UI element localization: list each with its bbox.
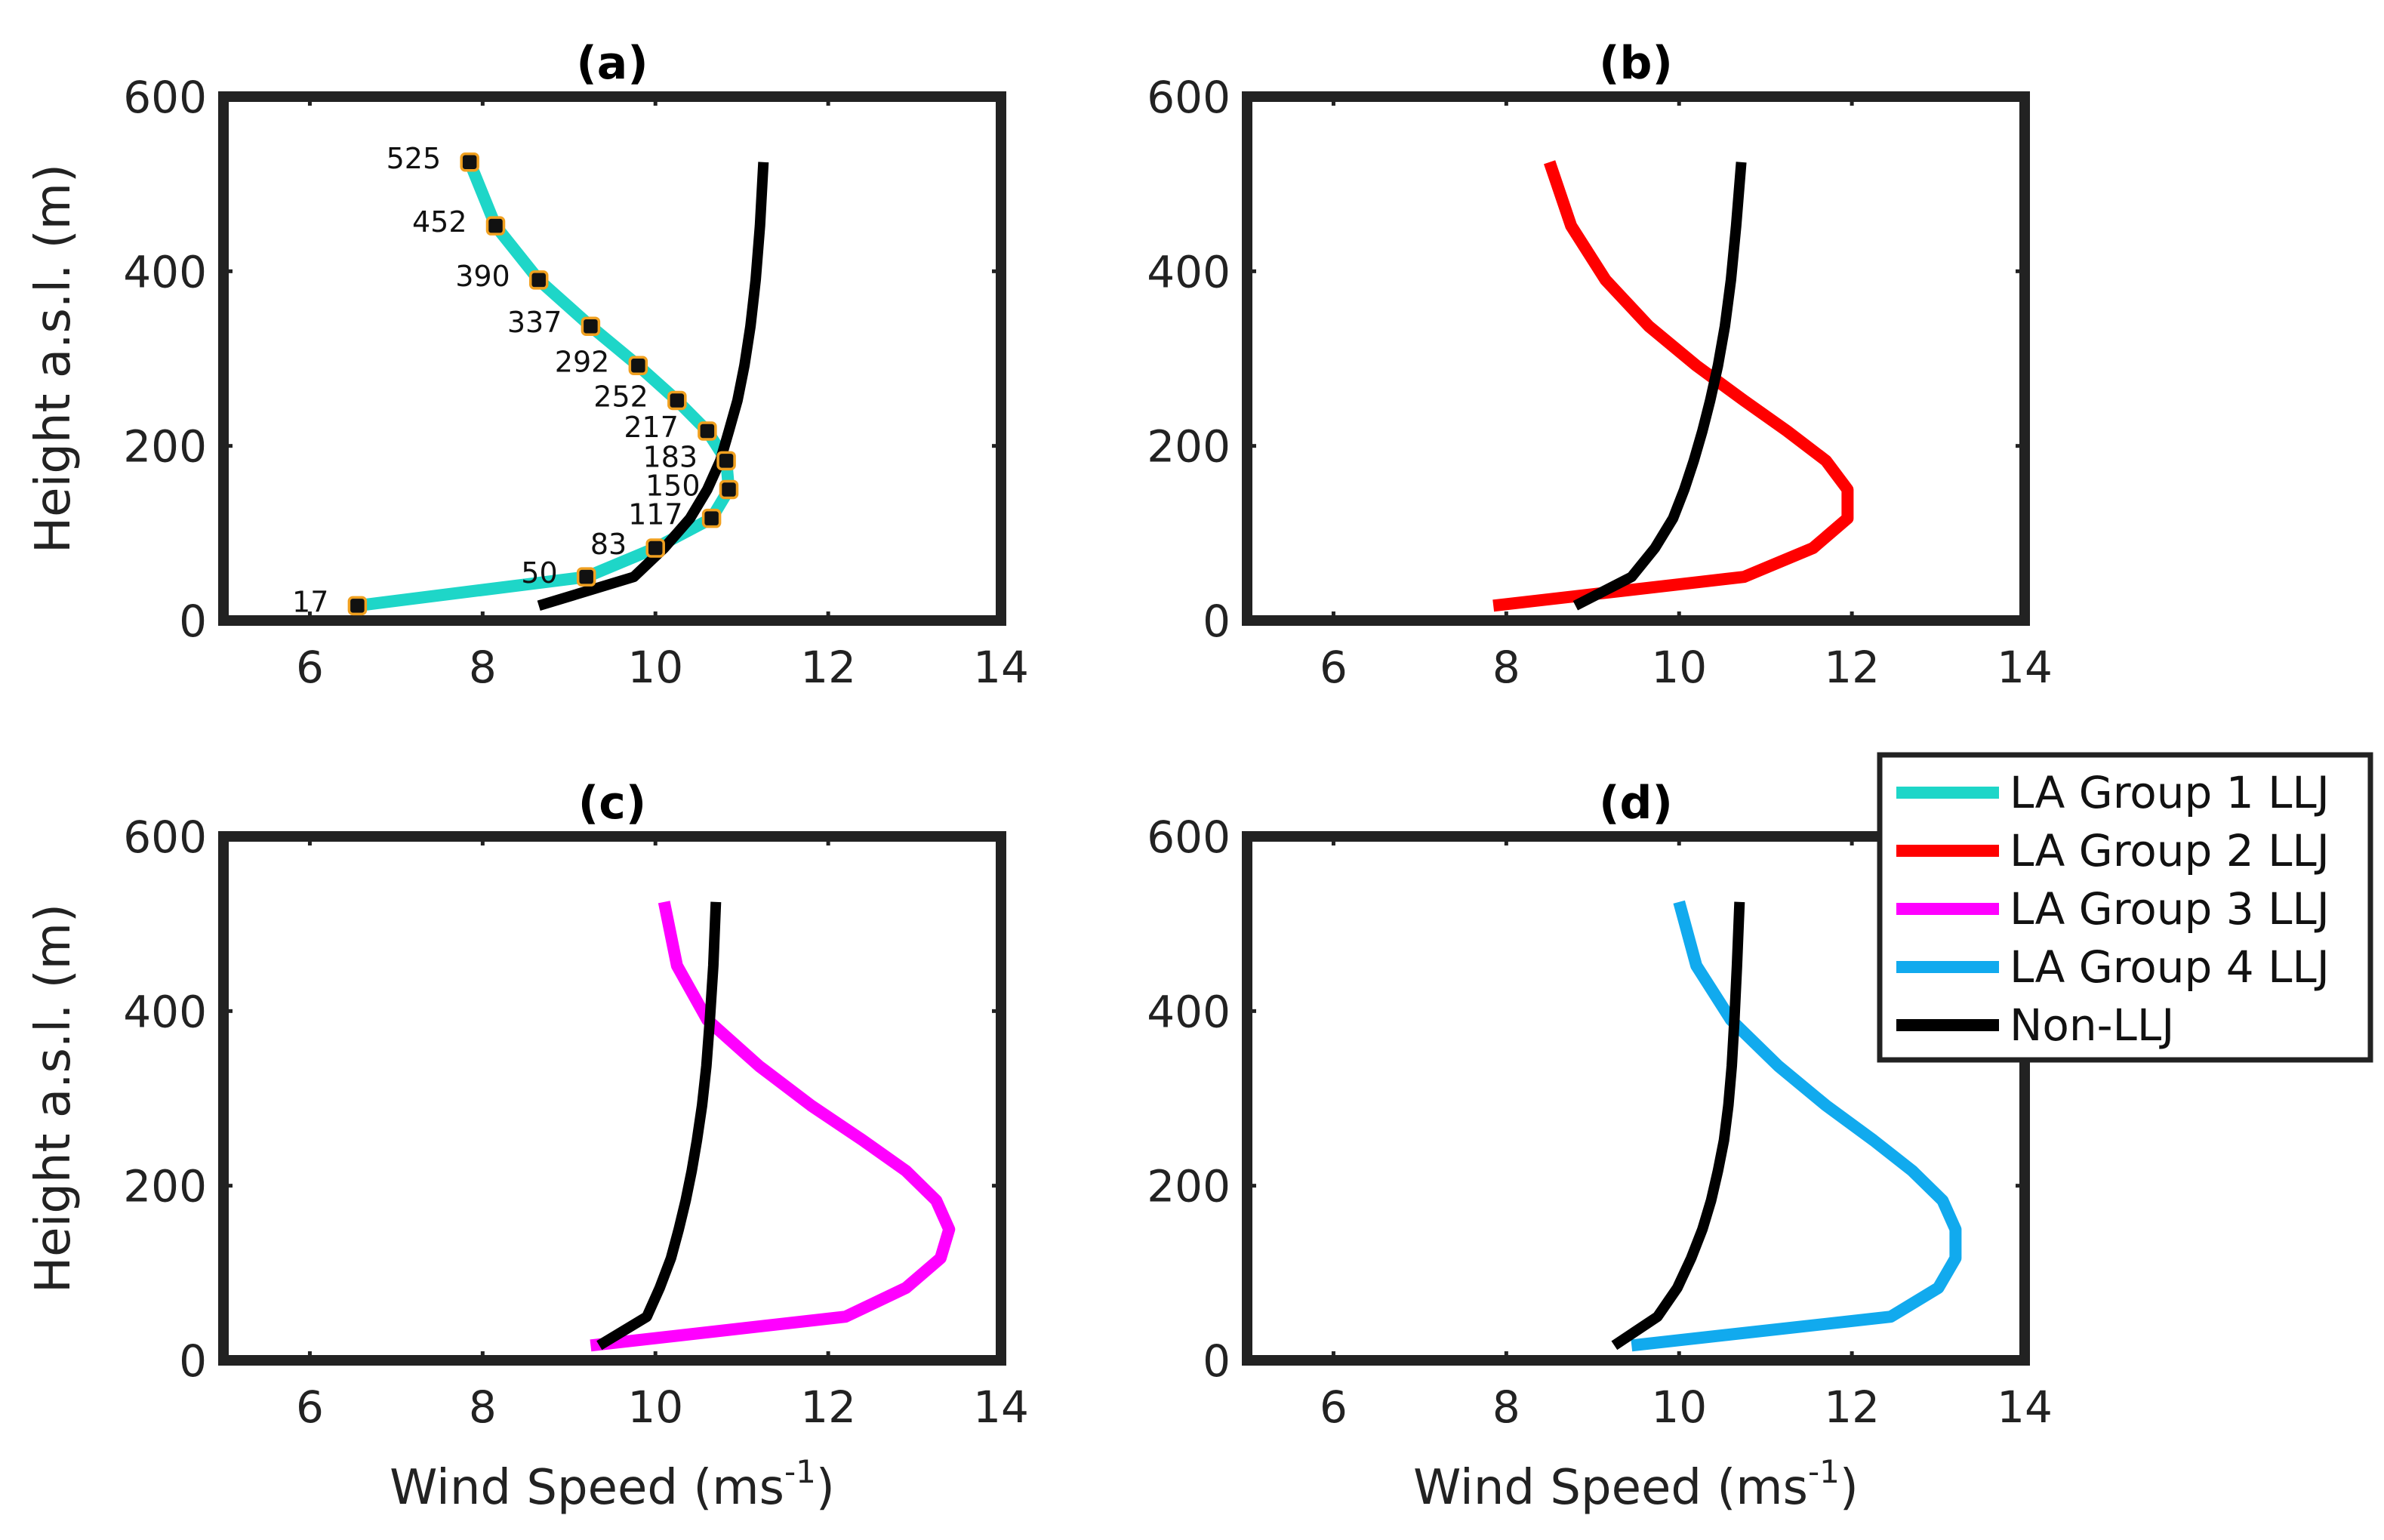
panel-c-title: (c)	[578, 777, 646, 830]
panel-b-axes-frame	[1242, 91, 2030, 626]
panel-c-ylabel: Height a.s.l. (m)	[26, 904, 82, 1293]
panel-d-ytick-label: 400	[1147, 986, 1231, 1037]
panel-d-ytick-label: 200	[1147, 1161, 1231, 1212]
panel-d-ytick-label: 0	[1203, 1335, 1231, 1387]
panel-d-xtick-label: 10	[1651, 1381, 1707, 1433]
panel-c-ytick-label: 200	[123, 1161, 207, 1212]
panel-a-point-marker	[628, 356, 648, 376]
panel-a-xtick-label: 12	[800, 642, 856, 693]
legend-entry-label: LA Group 2 LLJ	[2010, 825, 2330, 876]
legend-entry-label: LA Group 4 LLJ	[2010, 941, 2330, 993]
panel-c-ytick-label: 600	[123, 812, 207, 863]
legend-entry-label: LA Group 1 LLJ	[2010, 767, 2330, 818]
panel-a-height-label: 252	[593, 380, 648, 414]
panel-a-point-marker	[576, 567, 596, 587]
panel-a-height-label: 17	[292, 585, 328, 618]
panel-d-xtick-label: 6	[1320, 1381, 1348, 1433]
panel-d-xtick-label: 14	[1997, 1381, 2053, 1433]
panel-a-ylabel: Height a.s.l. (m)	[26, 164, 82, 553]
panel-a: 6 8 10 12 14 0 200 400 600 (a) Height a.s.l. (m) 17…	[26, 37, 1029, 693]
panel-b-xtick-label: 12	[1824, 642, 1880, 693]
panel-a-point-marker	[719, 479, 739, 500]
panel-c-non-llj-line	[596, 901, 722, 1351]
panel-a-point-marker	[701, 508, 722, 528]
panel-b-xtick-label: 8	[1492, 642, 1520, 693]
panel-b-ytick-label: 600	[1147, 72, 1231, 123]
panel-d-xlabel: Wind Speed (ms-1)	[1413, 1453, 1859, 1516]
panel-a-height-label: 390	[455, 260, 510, 293]
xlabel-superscript: -1	[784, 1453, 816, 1490]
panel-a-xtick-label: 6	[296, 642, 324, 693]
xlabel-close: )	[816, 1460, 835, 1516]
panel-c-xtick-label: 10	[627, 1381, 683, 1433]
panel-d-axes-frame	[1242, 831, 2030, 1366]
panel-c-ytick-label: 0	[179, 1335, 207, 1387]
panel-a-height-label: 525	[387, 142, 442, 175]
panel-a-point-marker	[698, 421, 717, 441]
legend: LA Group 1 LLJ LA Group 2 LLJ LA Group 3 L…	[1877, 752, 2373, 1063]
panel-d-xtick-label: 8	[1492, 1381, 1520, 1433]
xlabel-main: Wind Speed (ms	[390, 1460, 784, 1516]
panel-c-axes-frame	[218, 831, 1006, 1366]
xlabel-main: Wind Speed (ms	[1413, 1460, 1808, 1516]
panel-a-ytick-label: 200	[123, 421, 207, 473]
panel-b-xtick-label: 10	[1651, 642, 1707, 693]
panel-a-point-marker	[528, 270, 549, 290]
panel-c: 6 8 10 12 14 0 200 400 600 (c) Height a.s.l. (m) Wi…	[26, 777, 1029, 1516]
panel-c-ytick-label: 400	[123, 986, 207, 1037]
panel-c-xtick-label: 14	[973, 1381, 1029, 1433]
panel-b-series-line	[1492, 160, 1854, 612]
panel-a-height-label: 292	[555, 345, 610, 378]
panel-a-height-label: 337	[507, 306, 562, 339]
panel-b-ytick-label: 400	[1147, 246, 1231, 297]
panel-a-ytick-label: 0	[179, 596, 207, 647]
panel-b-ytick-label: 0	[1203, 596, 1231, 647]
panel-b: 6 8 10 12 14 0 200 400 600 (b)	[1147, 37, 2053, 693]
panel-b-ytick-label: 200	[1147, 421, 1231, 473]
panel-a-xtick-label: 14	[973, 642, 1029, 693]
panel-c-xtick-label: 8	[469, 1381, 497, 1433]
panel-c-series-line	[590, 901, 956, 1352]
panel-a-ytick-label: 400	[123, 246, 207, 297]
panel-a-height-label: 217	[624, 411, 679, 444]
panel-a-point-marker	[485, 216, 506, 236]
panel-c-xlabel: Wind Speed (ms-1)	[390, 1453, 835, 1516]
panel-a-height-label: 183	[643, 440, 698, 473]
panel-c-xtick-label: 6	[296, 1381, 324, 1433]
legend-entry-label: Non-LLJ	[2010, 999, 2174, 1051]
panel-a-height-label: 117	[628, 498, 683, 531]
panel-b-title: (b)	[1599, 37, 1673, 90]
panel-d-non-llj-line	[1611, 901, 1745, 1351]
panel-a-point-marker	[460, 152, 479, 172]
panel-a-height-label: 150	[645, 470, 701, 503]
panel-a-ytick-label: 600	[123, 72, 207, 123]
panel-a-point-marker	[645, 538, 665, 558]
xlabel-close: )	[1840, 1460, 1859, 1516]
panel-a-xtick-label: 8	[469, 642, 497, 693]
panel-d-title: (d)	[1599, 777, 1673, 830]
panel-a-axes-frame	[218, 91, 1006, 626]
panel-b-non-llj-line	[1572, 162, 1747, 611]
panel-a-xtick-label: 10	[627, 642, 683, 693]
panel-a-height-label: 50	[521, 556, 557, 590]
panel-b-xtick-label: 6	[1320, 642, 1348, 693]
panel-a-point-marker	[667, 390, 687, 411]
panel-a-height-label: 452	[412, 205, 467, 239]
panel-a-title: (a)	[576, 37, 648, 90]
panel-d: 6 8 10 12 14 0 200 400 600 (d) Wind Speed (ms-1)	[1147, 777, 2053, 1516]
xlabel-superscript: -1	[1808, 1453, 1840, 1490]
panel-a-point-marker	[581, 316, 601, 336]
panel-d-xtick-label: 12	[1824, 1381, 1880, 1433]
panel-b-xtick-label: 14	[1997, 642, 2053, 693]
panel-c-xtick-label: 12	[800, 1381, 856, 1433]
legend-entry-label: LA Group 3 LLJ	[2010, 883, 2330, 935]
panel-a-height-label: 83	[590, 528, 627, 561]
panel-a-point-marker	[347, 596, 368, 616]
panel-a-point-marker	[716, 451, 736, 471]
panel-d-ytick-label: 600	[1147, 812, 1231, 863]
